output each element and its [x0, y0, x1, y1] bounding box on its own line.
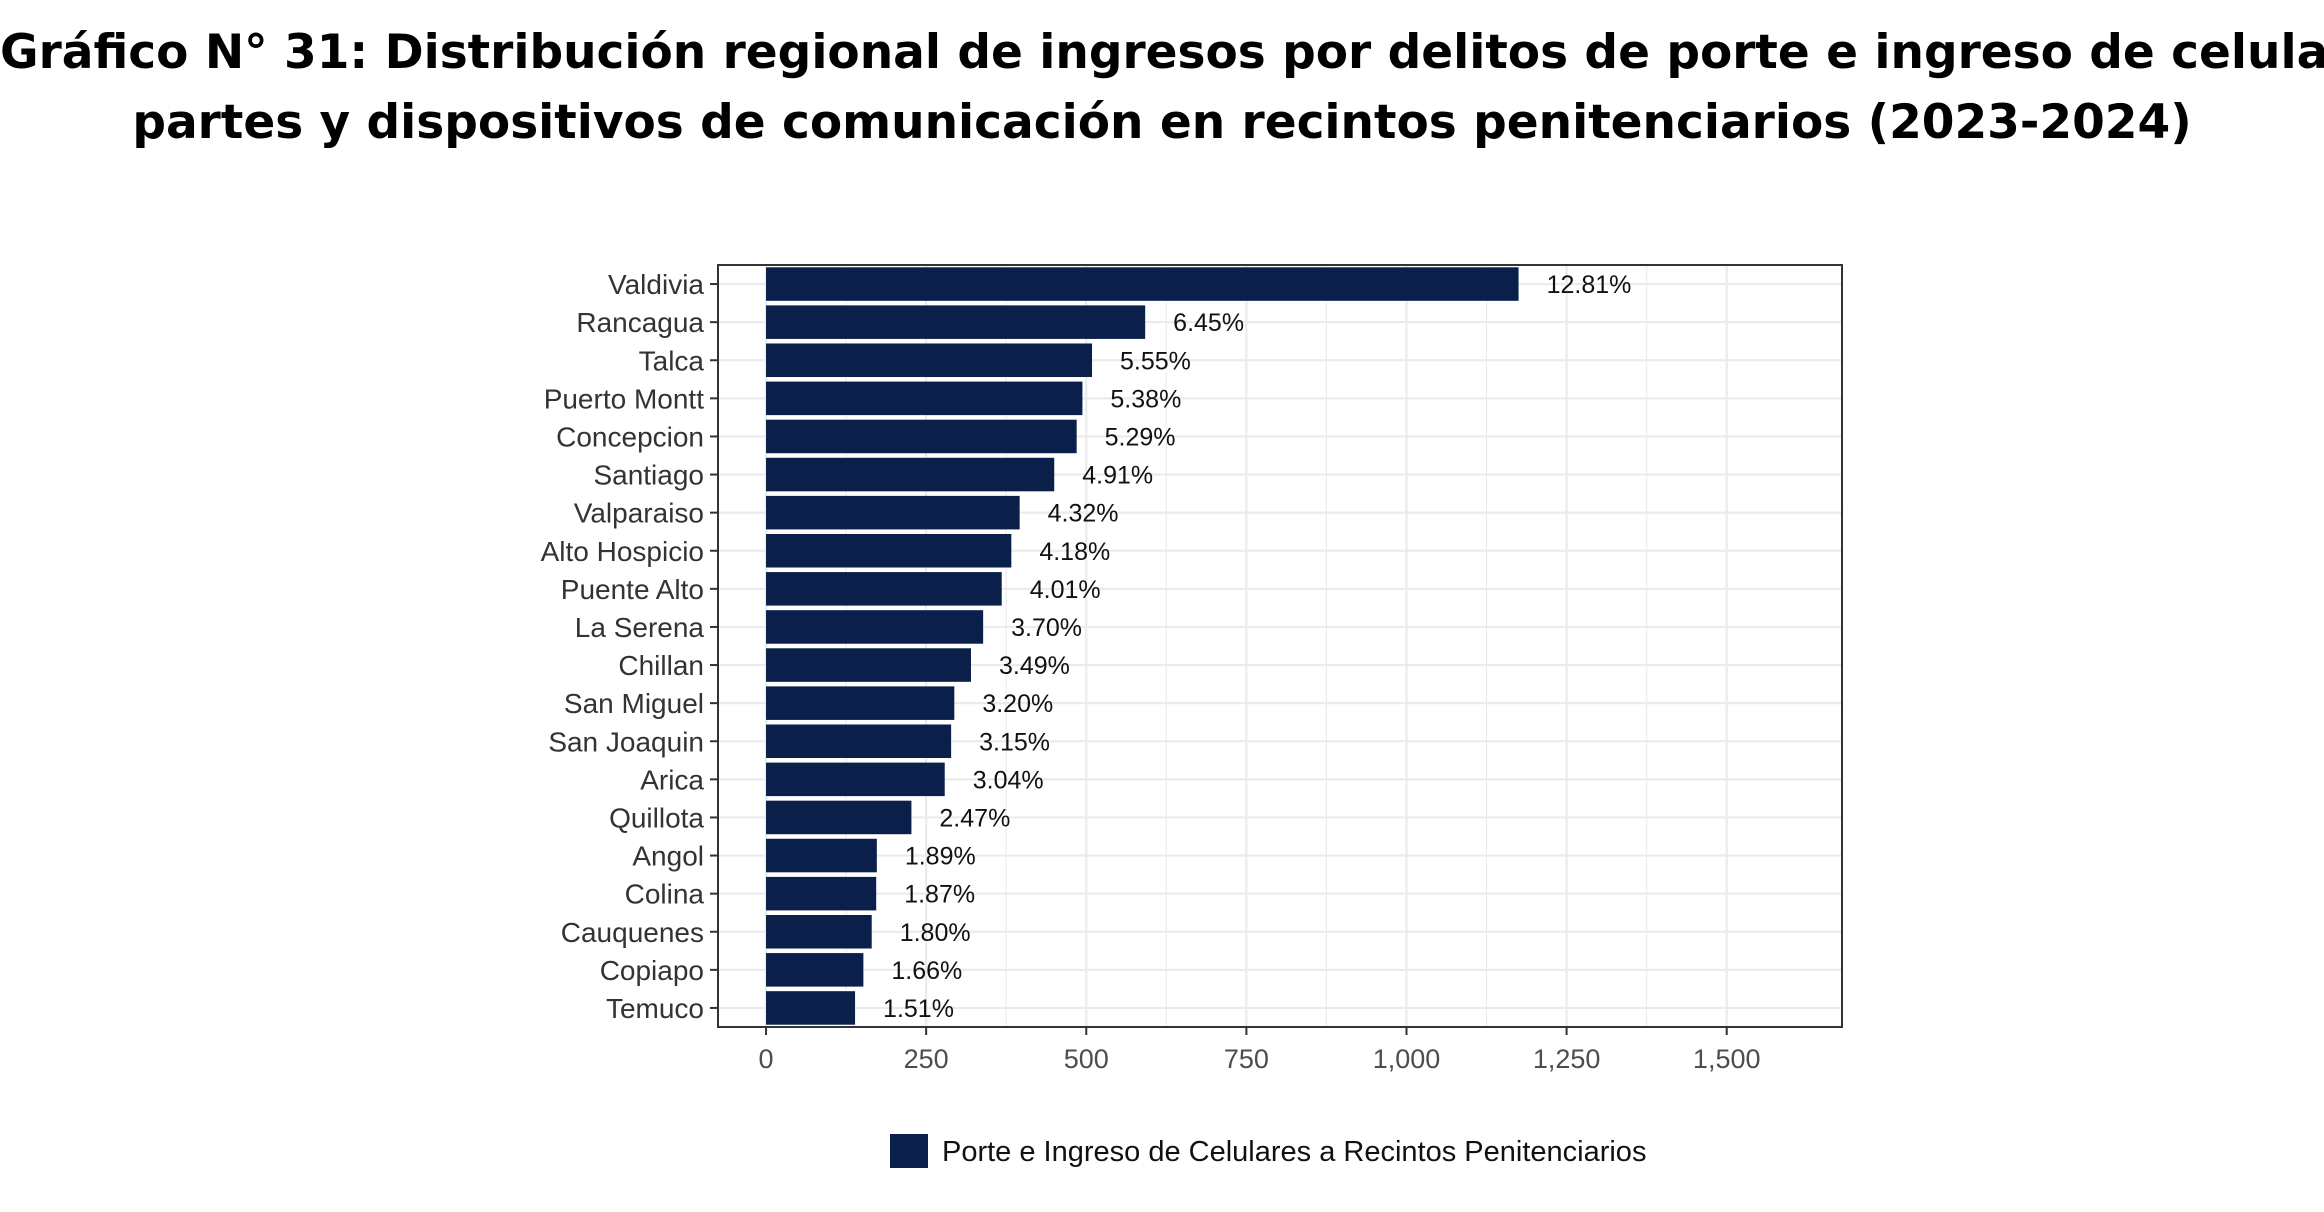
bar-value-label: 3.15%	[979, 728, 1050, 756]
category-label: San Joaquin	[548, 726, 704, 757]
bar	[766, 762, 945, 797]
category-label: San Miguel	[564, 688, 704, 719]
bar-value-label: 2.47%	[939, 804, 1010, 832]
bar	[766, 724, 952, 759]
bar	[766, 914, 872, 949]
bar-value-label: 1.66%	[891, 957, 962, 985]
chart-title: Gráfico N° 31: Distribución regional de …	[0, 18, 2324, 158]
bar	[766, 800, 912, 835]
legend-swatch	[890, 1134, 928, 1168]
bar-value-label: 4.18%	[1039, 538, 1110, 566]
bars	[766, 267, 1519, 1025]
category-label: Valparaiso	[574, 498, 704, 529]
value-labels: 12.81% 6.45% 5.55% 5.38% 5.29% 4.91% 4.32% 4.18…	[883, 271, 1631, 1023]
x-tick-label: 1,000	[1373, 1044, 1441, 1074]
bar	[766, 419, 1077, 454]
bar-value-label: 5.38%	[1110, 385, 1181, 413]
category-label: Alto Hospicio	[541, 536, 704, 567]
bar-value-label: 5.29%	[1105, 423, 1176, 451]
category-label: Talca	[639, 345, 705, 376]
bar-value-label: 4.01%	[1030, 576, 1101, 604]
bar-value-label: 1.80%	[900, 919, 971, 947]
x-tick-label: 750	[1224, 1044, 1269, 1074]
category-label: Temuco	[606, 993, 704, 1024]
bar-value-label: 12.81%	[1547, 271, 1632, 299]
category-label: Arica	[640, 764, 704, 795]
bar-value-label: 3.70%	[1011, 614, 1082, 642]
bar	[766, 953, 864, 987]
bar	[766, 343, 1093, 378]
category-label: Quillota	[609, 802, 704, 833]
panel-border	[717, 264, 1843, 1028]
bar-value-label: 3.49%	[999, 652, 1070, 680]
bar-value-label: 4.32%	[1048, 500, 1119, 528]
category-label: Colina	[625, 879, 705, 910]
bar	[766, 381, 1083, 416]
bar-value-label: 1.51%	[883, 995, 954, 1023]
bar-value-label: 5.55%	[1120, 347, 1191, 375]
bar-value-label: 1.87%	[904, 881, 975, 909]
x-tick-label: 0	[759, 1044, 774, 1074]
category-label: Valdivia	[608, 269, 704, 300]
bar	[766, 991, 856, 1025]
x-axis-tick-labels: 0 250 500 750 1,000 1,250 1,500	[759, 1027, 1761, 1074]
legend-label: Porte e Ingreso de Celulares a Recintos …	[942, 1136, 1646, 1168]
bar	[766, 838, 877, 873]
category-label: Cauquenes	[561, 917, 704, 948]
bar-value-label: 6.45%	[1173, 309, 1244, 337]
category-label: Copiapo	[600, 955, 704, 986]
category-label: Concepcion	[556, 421, 704, 452]
bar-value-label: 1.89%	[905, 843, 976, 871]
grid-lines	[718, 265, 1842, 1027]
bar	[766, 305, 1146, 339]
bar	[766, 533, 1012, 568]
category-label: Puerto Montt	[544, 383, 705, 414]
bar	[766, 267, 1519, 301]
bar	[766, 495, 1020, 530]
bar-value-label: 3.04%	[973, 766, 1044, 794]
y-axis-category-labels: Valdivia Rancagua Talca Puerto Montt Concepc…	[541, 269, 718, 1024]
category-label: Rancagua	[576, 307, 704, 338]
category-label: Puente Alto	[561, 574, 704, 605]
bar-value-label: 3.20%	[982, 690, 1053, 718]
bar	[766, 457, 1055, 492]
bar-value-label: 4.91%	[1082, 462, 1153, 490]
x-tick-label: 250	[904, 1044, 949, 1074]
category-label: Angol	[632, 841, 704, 872]
legend: Porte e Ingreso de Celulares a Recintos …	[890, 1134, 1646, 1168]
x-tick-label: 500	[1064, 1044, 1109, 1074]
category-label: Santiago	[593, 460, 704, 491]
bar	[766, 572, 1002, 606]
bar	[766, 610, 984, 644]
x-tick-label: 1,500	[1693, 1044, 1761, 1074]
category-label: La Serena	[575, 612, 705, 643]
bar	[766, 648, 971, 682]
category-label: Chillan	[618, 650, 704, 681]
chart-title-line-1: Gráfico N° 31: Distribución regional de …	[0, 25, 2324, 80]
x-tick-label: 1,250	[1533, 1044, 1601, 1074]
bar	[766, 686, 955, 720]
bar	[766, 876, 877, 911]
chart-title-line-2: partes y dispositivos de comunicación en…	[132, 95, 2192, 150]
